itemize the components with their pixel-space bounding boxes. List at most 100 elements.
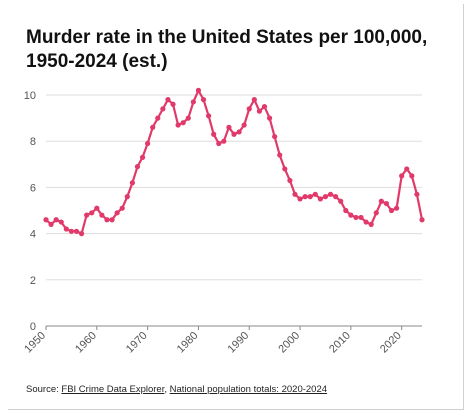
- chart-title: Murder rate in the United States per 100…: [26, 26, 446, 74]
- data-point: [363, 219, 369, 225]
- data-point: [419, 217, 425, 223]
- source-link-national-population-totals[interactable]: National population totals: 2020-2024: [169, 384, 328, 395]
- data-point: [409, 173, 415, 179]
- data-point: [200, 97, 207, 103]
- data-point: [241, 122, 247, 128]
- data-point: [211, 131, 217, 137]
- data-point: [399, 173, 405, 179]
- data-point: [84, 212, 90, 218]
- data-point: [89, 210, 95, 216]
- data-point: [78, 231, 85, 237]
- x-tick-label: 1970: [124, 330, 150, 356]
- data-point: [43, 217, 49, 223]
- data-point: [99, 212, 105, 218]
- y-tick-label: 2: [30, 275, 36, 287]
- x-tick-label: 2020: [378, 330, 404, 356]
- data-point: [414, 191, 420, 197]
- data-point: [388, 207, 395, 214]
- chart-title-line-1: Murder rate in the United States per 100…: [26, 27, 428, 48]
- source-prefix: Source:: [26, 384, 62, 395]
- x-tick-label: 2000: [276, 330, 302, 356]
- data-point: [155, 115, 161, 121]
- data-point: [175, 122, 181, 128]
- data-point: [236, 129, 242, 135]
- data-point: [124, 194, 130, 200]
- data-point: [58, 219, 64, 225]
- y-tick-label: 0: [30, 321, 36, 333]
- data-point: [327, 191, 334, 197]
- data-point: [170, 101, 176, 107]
- data-point: [277, 152, 283, 158]
- data-point: [246, 106, 252, 112]
- data-point: [353, 214, 359, 221]
- data-point: [373, 210, 379, 216]
- data-point: [53, 217, 59, 223]
- data-point: [307, 194, 313, 200]
- chart-title-line-2: 1950-2024 (est.): [26, 51, 168, 72]
- series-line: [44, 89, 424, 235]
- data-point: [292, 191, 298, 197]
- data-point: [287, 177, 293, 184]
- x-tick-label: 1960: [73, 330, 99, 356]
- x-tick-label: 1950: [22, 330, 48, 356]
- data-point: [256, 108, 263, 114]
- data-point: [338, 198, 344, 204]
- data-point: [221, 138, 227, 144]
- data-point: [333, 194, 339, 200]
- data-point: [180, 120, 186, 126]
- data-point: [134, 164, 141, 170]
- data-point: [261, 103, 268, 110]
- source-separator: ,: [164, 384, 170, 395]
- source-note: Source: FBI Crime Data Explorer, Nationa…: [26, 384, 327, 395]
- data-point: [383, 200, 390, 207]
- data-point: [190, 99, 196, 105]
- chart-frame: [8, 4, 464, 410]
- data-point: [231, 131, 237, 137]
- data-point: [94, 205, 100, 211]
- data-point: [114, 210, 120, 216]
- data-point: [282, 166, 288, 172]
- data-point: [404, 166, 410, 172]
- data-point: [393, 205, 400, 211]
- data-point: [195, 87, 202, 93]
- data-point: [266, 115, 273, 121]
- data-point: [297, 196, 303, 202]
- data-point: [160, 106, 166, 112]
- data-point: [317, 196, 323, 202]
- x-tick-label: 1990: [226, 330, 252, 356]
- data-point: [185, 115, 191, 121]
- data-point: [145, 140, 151, 147]
- y-tick-label: 10: [24, 90, 36, 102]
- data-point: [358, 214, 364, 221]
- data-point: [109, 217, 115, 223]
- data-point: [368, 221, 374, 227]
- data-point: [343, 207, 349, 214]
- data-point: [73, 228, 80, 234]
- data-point: [129, 180, 135, 186]
- y-tick-label: 8: [30, 136, 36, 148]
- data-point: [322, 194, 329, 200]
- x-tick-label: 2010: [327, 330, 353, 356]
- data-point: [272, 133, 278, 140]
- data-point: [150, 124, 156, 130]
- data-point: [216, 140, 222, 147]
- y-tick-label: 4: [30, 229, 36, 241]
- data-point: [226, 124, 232, 130]
- data-point: [119, 205, 125, 211]
- data-point: [251, 97, 257, 103]
- data-point: [205, 113, 212, 119]
- data-point: [48, 221, 54, 227]
- data-point: [302, 194, 308, 200]
- x-tick-label: 1980: [175, 330, 201, 356]
- data-point: [312, 191, 318, 197]
- data-point: [104, 217, 110, 223]
- data-point: [165, 97, 171, 103]
- data-point: [348, 212, 354, 218]
- data-point: [63, 226, 69, 232]
- data-point: [68, 228, 75, 234]
- y-tick-label: 6: [30, 182, 36, 194]
- data-point: [139, 154, 146, 160]
- source-link-fbi-crime-data-explorer[interactable]: FBI Crime Data Explorer: [61, 384, 165, 395]
- data-point: [378, 198, 384, 204]
